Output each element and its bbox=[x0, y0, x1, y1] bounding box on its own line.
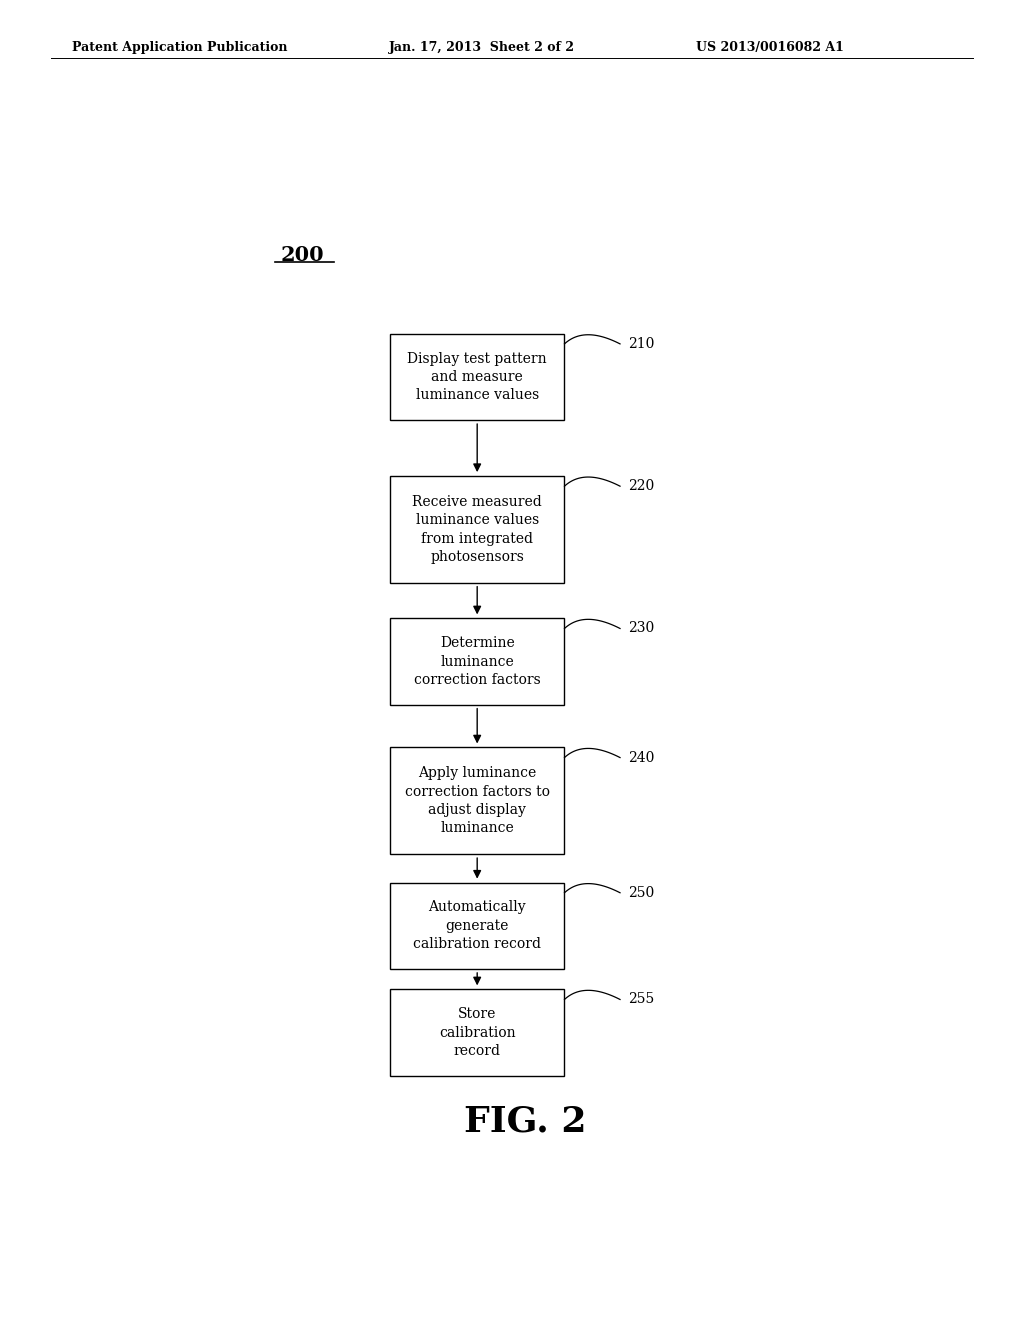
Text: FIG. 2: FIG. 2 bbox=[464, 1105, 586, 1139]
Text: US 2013/0016082 A1: US 2013/0016082 A1 bbox=[696, 41, 844, 54]
Bar bbox=[390, 747, 564, 854]
Text: 220: 220 bbox=[628, 479, 654, 494]
Text: Display test pattern
and measure
luminance values: Display test pattern and measure luminan… bbox=[408, 351, 547, 403]
Bar bbox=[390, 334, 564, 420]
Text: 210: 210 bbox=[628, 337, 654, 351]
Text: 250: 250 bbox=[628, 886, 654, 900]
Text: Automatically
generate
calibration record: Automatically generate calibration recor… bbox=[414, 900, 541, 952]
Bar bbox=[390, 989, 564, 1076]
Text: Store
calibration
record: Store calibration record bbox=[439, 1007, 515, 1057]
Bar bbox=[390, 477, 564, 582]
Text: Determine
luminance
correction factors: Determine luminance correction factors bbox=[414, 636, 541, 686]
Text: Apply luminance
correction factors to
adjust display
luminance: Apply luminance correction factors to ad… bbox=[404, 766, 550, 836]
Bar bbox=[390, 618, 564, 705]
Bar bbox=[390, 883, 564, 969]
Text: Jan. 17, 2013  Sheet 2 of 2: Jan. 17, 2013 Sheet 2 of 2 bbox=[389, 41, 575, 54]
Text: 255: 255 bbox=[628, 993, 654, 1006]
Text: 230: 230 bbox=[628, 622, 654, 635]
Text: 200: 200 bbox=[281, 246, 325, 265]
Text: Receive measured
luminance values
from integrated
photosensors: Receive measured luminance values from i… bbox=[413, 495, 542, 564]
Text: Patent Application Publication: Patent Application Publication bbox=[72, 41, 287, 54]
Text: 240: 240 bbox=[628, 751, 654, 764]
